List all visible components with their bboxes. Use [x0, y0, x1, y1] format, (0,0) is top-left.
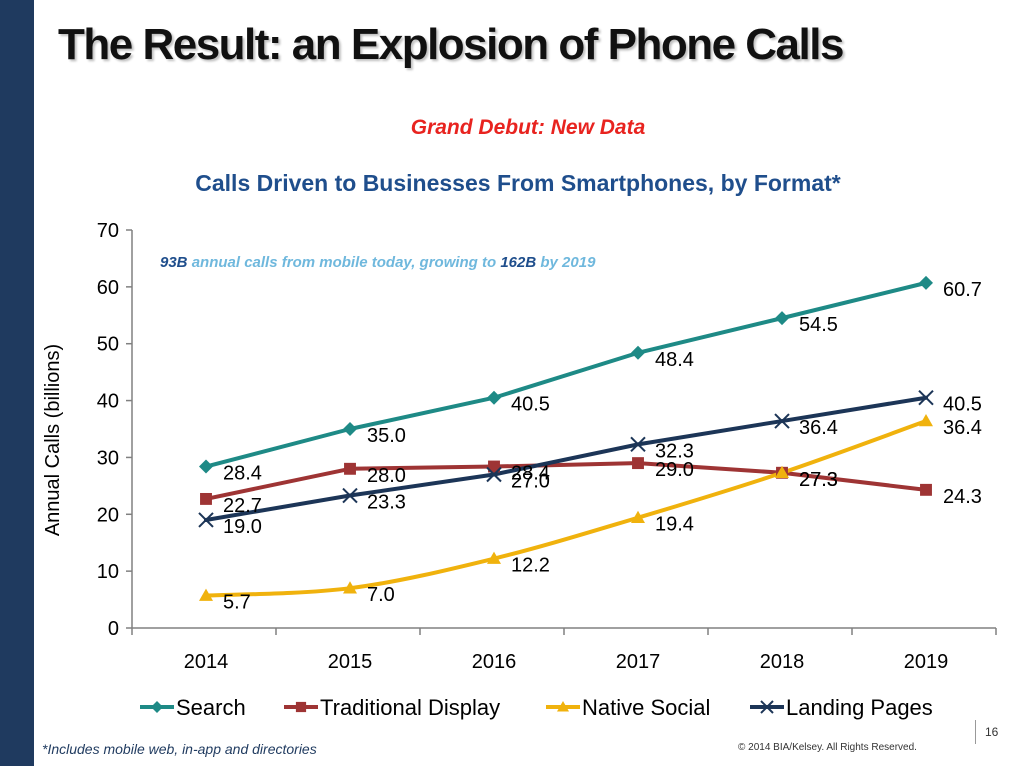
landing-pages-marker: [630, 436, 646, 453]
landing-pages-line: [204, 395, 928, 522]
search-marker: [631, 345, 645, 360]
legend-item-search: Search: [140, 695, 246, 720]
annotation-text-2: by 2019: [536, 254, 596, 271]
legend-item-landing-pages: Landing Pages: [750, 695, 933, 720]
native-social-data-label: 19.4: [655, 514, 694, 536]
native-social-legend-label: Native Social: [582, 695, 710, 720]
traditional-display-marker: [920, 483, 932, 496]
chart-axes: 0 10 20 30 40 50 60 70 2014 2015 2016 2017 2018 2019: [97, 220, 997, 673]
traditional-display-data-label: 27.3: [799, 469, 838, 491]
search-data-label: 54.5: [799, 314, 838, 336]
x-tick-label: 2017: [616, 651, 661, 673]
chart-title: Calls Driven to Businesses From Smartpho…: [195, 170, 841, 196]
legend-item-native-social: Native Social: [546, 695, 710, 720]
native-social-data-label: 5.7: [223, 592, 251, 614]
y-tick-label: 10: [97, 561, 119, 583]
slide-subtitle: Grand Debut: New Data: [410, 116, 646, 139]
native-social-data-label: 12.2: [511, 555, 550, 577]
landing-pages-data-label: 36.4: [799, 417, 838, 439]
y-tick-label: 60: [97, 277, 119, 299]
landing-pages-marker: [342, 487, 358, 504]
traditional-display-marker: [200, 492, 212, 505]
footnote: *Includes mobile web, in-app and directo…: [42, 741, 317, 757]
traditional-display-data-label: 28.4: [511, 463, 550, 485]
page-divider: [975, 720, 976, 744]
landing-pages-marker: [918, 390, 934, 406]
annotation-today-value: 93B: [160, 254, 188, 271]
y-tick-label: 20: [97, 504, 119, 526]
landing-pages-data-label: 32.3: [655, 440, 694, 462]
search-marker: [199, 459, 213, 474]
chart-legend: Search Traditional Display Native Social La…: [140, 695, 933, 720]
y-tick-label: 40: [97, 391, 119, 413]
x-tick-label: 2015: [328, 651, 373, 673]
landing-pages-legend-label: Landing Pages: [786, 695, 933, 720]
traditional-display-legend-label: Traditional Display: [320, 695, 500, 720]
native-social-data-label: 27.3: [799, 469, 838, 491]
chart-markers: [198, 275, 934, 601]
traditional-display-data-label: 28.0: [367, 465, 406, 487]
traditional-display-data-label: 22.7: [223, 495, 262, 517]
landing-pages-legend-marker: [760, 700, 774, 714]
left-accent-bar: [0, 0, 34, 766]
search-marker: [919, 275, 933, 290]
search-marker: [487, 390, 501, 405]
search-data-label: 48.4: [655, 349, 694, 371]
copyright: © 2014 BIA/Kelsey. All Rights Reserved.: [738, 742, 917, 753]
landing-pages-marker: [198, 512, 214, 528]
search-data-label: 28.4: [223, 463, 262, 485]
x-tick-label: 2018: [760, 651, 805, 673]
page-number: 16: [985, 725, 999, 739]
traditional-display-line: [204, 461, 928, 501]
traditional-display-marker: [632, 457, 644, 470]
x-tick-label: 2016: [472, 651, 517, 673]
slide-title: The Result: an Explosion of Phone Calls: [58, 20, 844, 69]
traditional-display-marker: [344, 462, 356, 475]
landing-pages-marker: [486, 466, 502, 483]
search-data-label: 40.5: [511, 394, 550, 416]
native-social-marker: [775, 465, 789, 479]
native-social-data-label: 7.0: [367, 584, 395, 606]
y-axis-label: Annual Calls (billions): [42, 344, 64, 536]
chart-data-labels: 28.4 35.0 40.5 48.4 54.5 60.7 22.7 28.0 28.4 29.0…: [223, 279, 982, 614]
landing-pages-data-label: 23.3: [367, 492, 406, 514]
search-data-label: 60.7: [943, 279, 982, 301]
search-marker: [775, 311, 789, 326]
legend-item-traditional-display: Traditional Display: [284, 695, 500, 720]
landing-pages-data-label: 40.5: [943, 394, 982, 416]
native-social-marker: [919, 414, 933, 427]
native-social-data-label: 36.4: [943, 417, 982, 439]
annotation-2019-value: 162B: [500, 254, 536, 271]
traditional-display-data-label: 24.3: [943, 486, 982, 508]
landing-pages-data-label: 19.0: [223, 516, 262, 538]
traditional-display-legend-marker: [295, 701, 307, 713]
x-tick-label: 2019: [904, 651, 949, 673]
search-legend-label: Search: [176, 695, 246, 720]
landing-pages-marker: [774, 413, 790, 429]
native-social-legend-marker: [557, 701, 569, 712]
native-social-marker: [487, 551, 501, 564]
native-social-line: [204, 419, 928, 598]
y-tick-label: 30: [97, 447, 119, 469]
traditional-display-data-label: 29.0: [655, 459, 694, 481]
search-marker: [343, 422, 357, 436]
search-data-label: 35.0: [367, 425, 406, 447]
chart-annotation: 93B annual calls from mobile today, grow…: [160, 254, 596, 271]
y-tick-label: 50: [97, 334, 119, 356]
y-tick-label: 0: [108, 618, 119, 640]
x-tick-label: 2014: [184, 651, 229, 673]
annotation-text-1: annual calls from mobile today, growing …: [188, 254, 501, 271]
native-social-marker: [343, 581, 357, 594]
native-social-marker: [199, 588, 213, 601]
y-tick-label: 70: [97, 220, 119, 242]
search-line: [204, 280, 928, 469]
native-social-marker: [631, 510, 645, 523]
chart-series-lines: [204, 280, 928, 598]
traditional-display-marker: [488, 460, 500, 473]
search-legend-marker: [151, 701, 163, 713]
landing-pages-data-label: 27.0: [511, 470, 550, 492]
